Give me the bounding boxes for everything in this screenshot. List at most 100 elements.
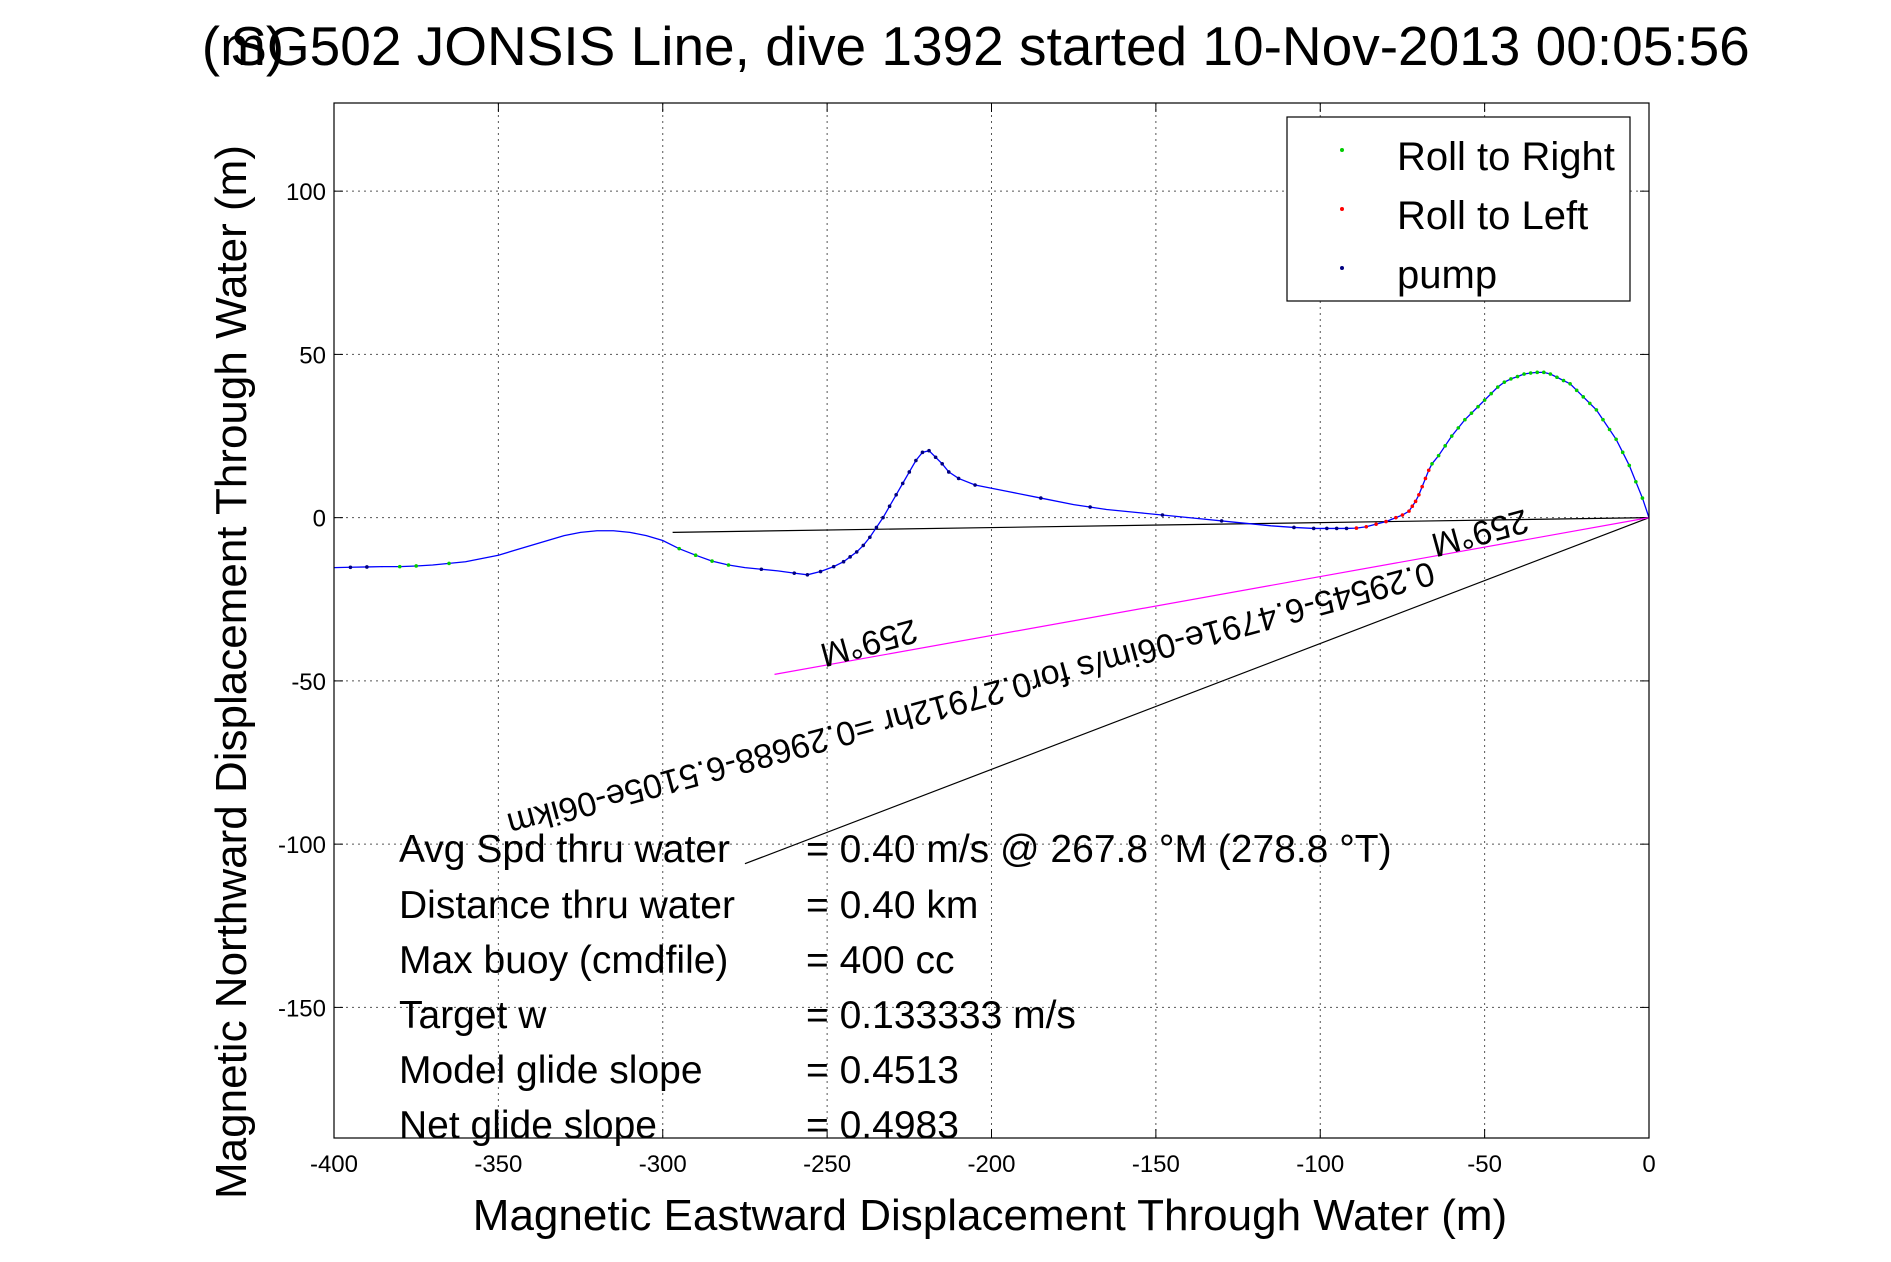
roll-left-marker (1394, 515, 1398, 520)
roll-right-marker (1443, 444, 1447, 448)
roll-right-marker (1522, 372, 1526, 376)
x-tick-label: -250 (803, 1151, 851, 1178)
roll-right-marker (693, 553, 698, 558)
roll-right-marker (1614, 437, 1618, 442)
stat-value-net-glide: = 0.4983 (806, 1104, 959, 1147)
pump-marker (874, 525, 879, 530)
pump-marker (831, 564, 836, 569)
roll-right-marker (1634, 479, 1638, 484)
stat-label-target-w: Target w (399, 994, 547, 1037)
roll-left-marker (1410, 504, 1415, 509)
pump-marker (792, 571, 797, 575)
pump-marker (900, 481, 905, 486)
x-tick-label: -400 (310, 1151, 358, 1178)
rotated-annotations: 0.29545-6.4791e-06im/s for0.27912hr =0.2… (503, 501, 1532, 843)
roll-left-marker (1407, 509, 1411, 513)
stat-value-max-buoy: = 400 cc (806, 939, 955, 982)
roll-right-marker (1515, 374, 1520, 379)
roll-right-marker (1509, 377, 1513, 381)
roll-right-marker (414, 564, 418, 568)
roll-left-marker (1413, 499, 1418, 504)
roll-left-marker (1374, 522, 1378, 526)
roll-left-marker (1400, 513, 1405, 517)
roll-left-marker (1420, 484, 1424, 489)
pump-marker (841, 559, 846, 564)
x-tick-label: 0 (1642, 1151, 1655, 1178)
roll-right-marker (1568, 381, 1572, 386)
y-tick-label: 50 (299, 342, 326, 369)
pump-marker (927, 448, 931, 453)
roll-right-marker (1542, 370, 1546, 375)
roll-left-marker (1384, 519, 1388, 524)
heading-annotation-left: 259°M (816, 611, 921, 674)
roll-right-marker (726, 563, 731, 567)
pump-marker (1344, 526, 1349, 531)
legend-label-roll-right: Roll to Right (1397, 135, 1615, 179)
y-axis-label: Magnetic Northward Displacement Through … (207, 145, 256, 1199)
pump-marker (1219, 519, 1224, 523)
roll-right-marker (1620, 450, 1625, 455)
reference-line (744, 517, 1650, 865)
roll-right-marker (1548, 372, 1553, 376)
stat-value-model-glide: = 0.4513 (806, 1049, 959, 1092)
x-tick-label: -200 (967, 1151, 1015, 1178)
roll-left-marker (1354, 526, 1359, 530)
x-tick-label: -350 (474, 1151, 522, 1178)
x-tick-label: -100 (1296, 1151, 1344, 1178)
stat-label-net-glide: Net glide slope (399, 1104, 657, 1147)
pump-marker (861, 543, 866, 548)
pump-marker (881, 515, 885, 520)
roll-right-marker (1588, 401, 1592, 406)
pump-marker (946, 470, 951, 474)
grid (333, 103, 1650, 1138)
roll-right-marker (1449, 434, 1454, 438)
stat-value-distance: = 0.40 km (806, 884, 978, 927)
x-tick-label: -300 (639, 1151, 687, 1178)
pump-marker (1334, 526, 1339, 531)
pump-marker (887, 504, 892, 509)
roll-right-marker (1535, 370, 1540, 375)
roll-right-marker (1574, 388, 1579, 393)
legend: Roll to Right Roll to Left pump (1286, 116, 1631, 302)
heading-annotation-right: 259°M (1427, 501, 1532, 564)
stat-label-max-buoy: Max buoy (cmdfile) (399, 939, 728, 982)
pump-marker (1325, 526, 1329, 531)
roll-right-marker (1456, 426, 1461, 430)
reference-line (774, 517, 1650, 675)
roll-right-marker (1436, 453, 1441, 458)
y-tick-label: -50 (291, 669, 326, 696)
legend-label-roll-left: Roll to Left (1397, 194, 1588, 238)
pump-marker (940, 461, 944, 466)
roll-right-marker (1627, 463, 1632, 468)
reference-line (672, 517, 1650, 533)
pump-marker (805, 572, 810, 577)
roll-left-marker (1426, 468, 1431, 473)
roll-right-marker (1469, 411, 1474, 415)
chart-title: SG502 JONSIS Line, dive 1392 started 10-… (230, 15, 1750, 77)
x-axis-label: Magnetic Eastward Displacement Through W… (473, 1191, 1507, 1240)
legend-label-pump: pump (1397, 253, 1497, 297)
current-vector-annotation: 0.29545-6.4791e-06im/s for0.27912hr =0.2… (503, 554, 1438, 844)
track-line (333, 371, 1650, 576)
roll-right-marker (1430, 461, 1434, 466)
pump-marker (868, 535, 872, 540)
y-tick-label: -150 (278, 995, 326, 1022)
legend-marker-roll-left (1340, 207, 1344, 211)
roll-right-marker (1640, 496, 1645, 500)
pump-marker (933, 455, 938, 460)
pump-marker (1292, 525, 1296, 530)
stat-label-distance: Distance thru water (399, 884, 735, 927)
roll-right-marker (1502, 380, 1507, 384)
roll-right-marker (1463, 417, 1467, 422)
axes (333, 102, 1650, 1139)
pump-marker (848, 555, 852, 559)
y-tick-label: 0 (313, 506, 326, 533)
pump-marker (818, 569, 823, 574)
y-tick-label: -100 (278, 832, 326, 859)
pump-marker (907, 470, 912, 474)
pump-marker (854, 550, 859, 554)
x-tick-label: -150 (1132, 1151, 1180, 1178)
plot-series (333, 370, 1650, 865)
roll-right-marker (447, 561, 451, 566)
